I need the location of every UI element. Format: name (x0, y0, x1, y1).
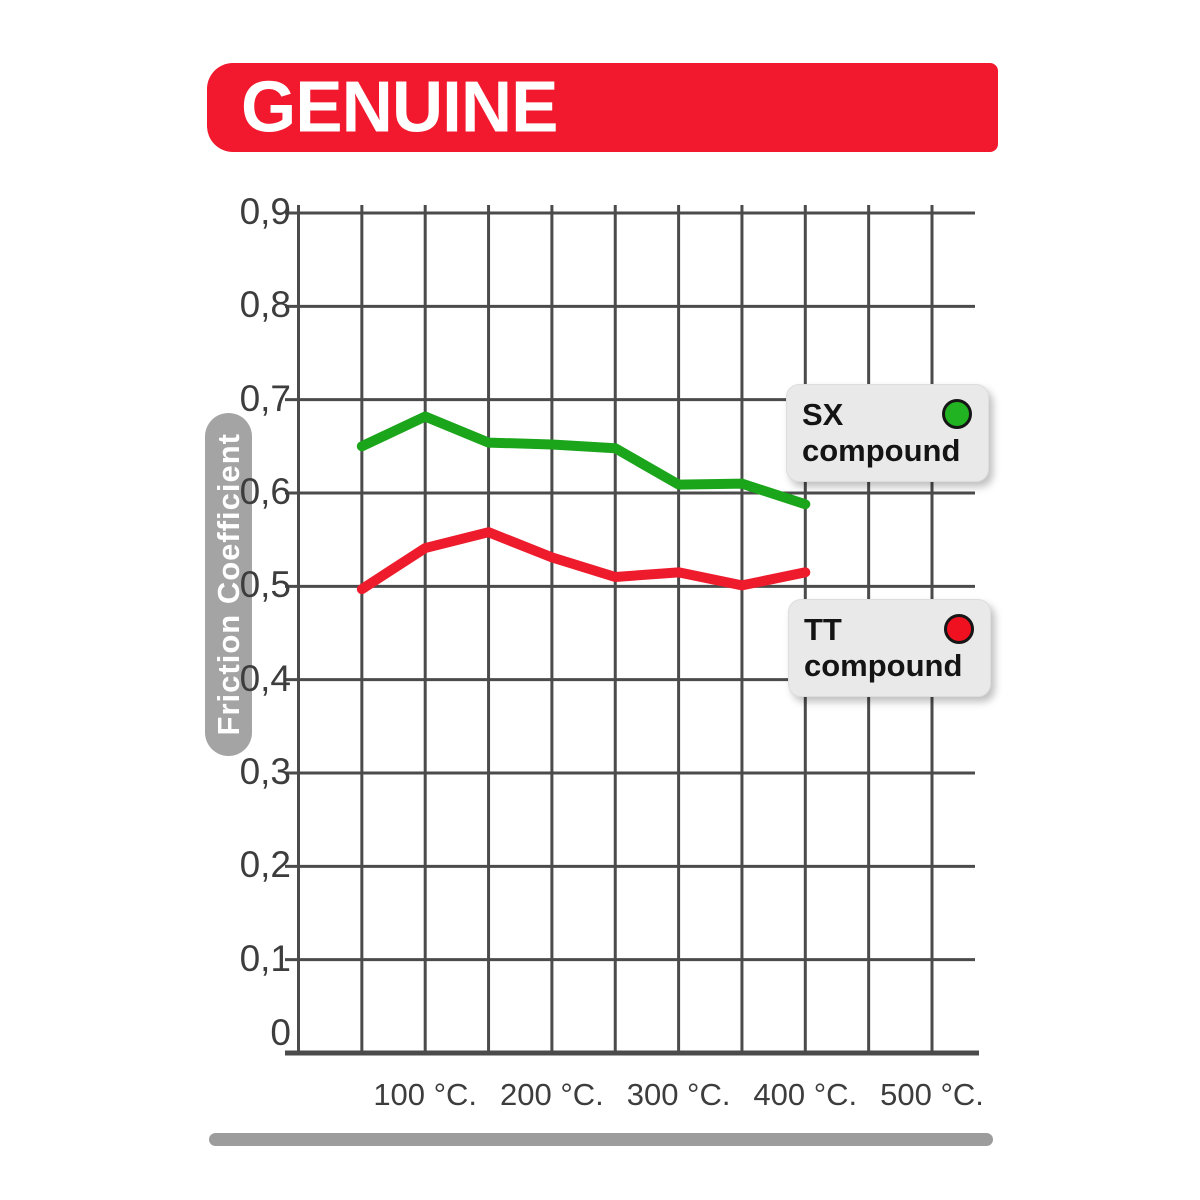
legend-tt-compound: TT compound (788, 599, 991, 697)
genuine-banner: GENUINE (207, 63, 998, 152)
legend-sx-line1: SX (802, 397, 844, 432)
x-tick-label: 500 °C. (880, 1077, 984, 1112)
legend-tt-line1: TT (804, 612, 842, 647)
y-tick-label: 0 (270, 1012, 291, 1053)
bottom-divider-bar (209, 1133, 993, 1146)
series-line-tt (356, 527, 811, 595)
legend-tt-line2: compound (804, 648, 963, 683)
y-tick-label: 0,6 (239, 471, 291, 512)
x-tick-label: 300 °C. (626, 1077, 731, 1112)
series-line-sx (356, 411, 811, 510)
y-tick-label: 0,1 (239, 937, 291, 979)
y-tick-label: 0,9 (239, 191, 291, 232)
y-tick-label: 0,5 (239, 564, 291, 606)
y-tick-label: 0,4 (239, 657, 291, 699)
x-tick-label: 100 °C. (373, 1077, 478, 1112)
y-tick-label: 0,7 (239, 377, 291, 419)
tt-red-dot-icon (944, 614, 974, 644)
x-tick-label: 200 °C. (500, 1077, 604, 1112)
sx-green-dot-icon (942, 399, 972, 429)
legend-sx-compound: SX compound (786, 384, 989, 482)
y-tick-label: 0,2 (239, 844, 291, 886)
legend-sx-line2: compound (802, 433, 961, 468)
banner-title: GENUINE (241, 67, 558, 148)
y-tick-label: 0,3 (239, 751, 291, 792)
x-tick-label: 400 °C. (753, 1077, 858, 1112)
y-axis-label-pill: Friction Coefficient (205, 413, 252, 756)
y-tick-label: 0,8 (239, 284, 291, 326)
